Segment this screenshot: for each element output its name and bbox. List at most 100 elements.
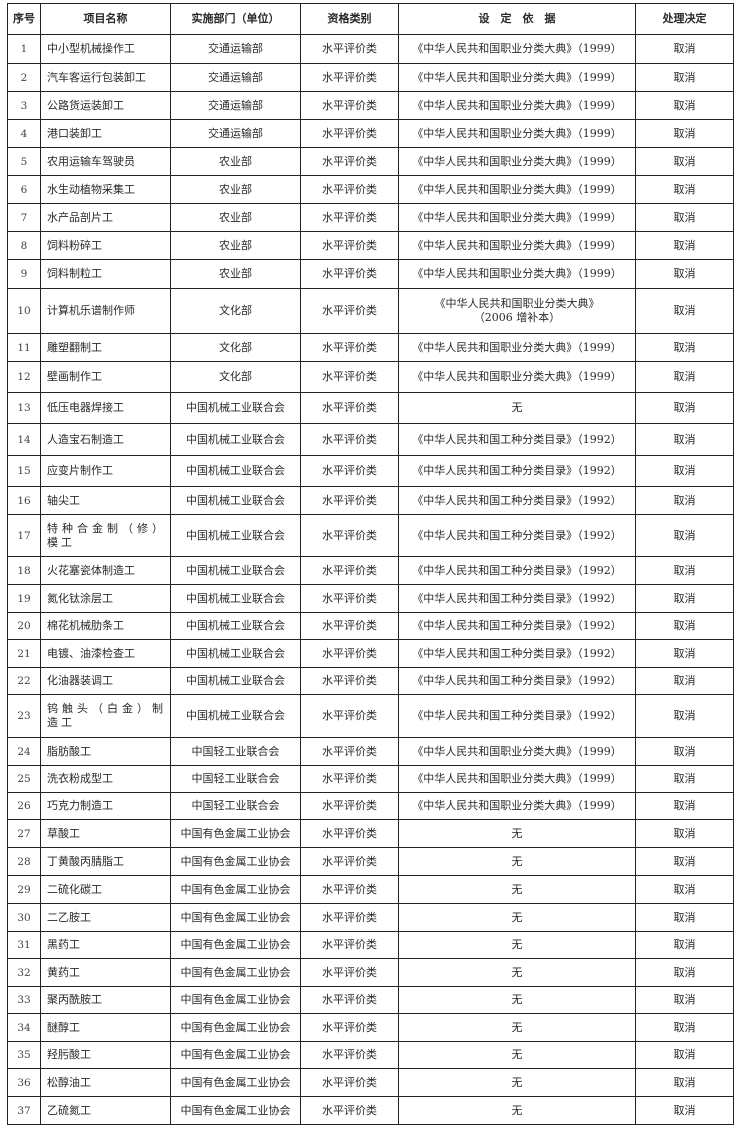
table-row: 14 人造宝石制造工 中国机械工业联合会 水平评价类 《中华人民共和国工种分类目录》（1… xyxy=(7,423,734,456)
department: 中国机械工业联合会 xyxy=(170,584,301,613)
category: 水平评价类 xyxy=(300,737,399,766)
decision: 取消 xyxy=(635,514,734,557)
item-name: 脂肪酸工 xyxy=(40,737,171,766)
item-name: 饲料粉碎工 xyxy=(40,231,171,260)
item-name: 化油器装调工 xyxy=(40,667,171,695)
row-index: 29 xyxy=(7,875,41,904)
department: 文化部 xyxy=(170,333,301,362)
decision: 取消 xyxy=(635,1096,734,1125)
row-index: 21 xyxy=(7,639,41,668)
decision: 取消 xyxy=(635,765,734,793)
table-row: 21 电镀、油漆检查工 中国机械工业联合会 水平评价类 《中华人民共和国工种分类目录》（… xyxy=(7,639,734,668)
category: 水平评价类 xyxy=(300,765,399,793)
decision: 取消 xyxy=(635,847,734,876)
decision: 取消 xyxy=(635,694,734,738)
department: 文化部 xyxy=(170,361,301,393)
category: 水平评价类 xyxy=(300,259,399,289)
basis: 《中华人民共和国工种分类目录》（1992） xyxy=(398,486,636,515)
category: 水平评价类 xyxy=(300,847,399,876)
decision: 取消 xyxy=(635,175,734,204)
decision: 取消 xyxy=(635,792,734,820)
department: 中国轻工业联合会 xyxy=(170,792,301,820)
table-row: 9 饲料制粒工 农业部 水平评价类 《中华人民共和国职业分类大典》（1999） 取消 xyxy=(7,259,734,289)
basis: 《中华人民共和国工种分类目录》（1992） xyxy=(398,455,636,487)
decision: 取消 xyxy=(635,119,734,148)
department: 中国有色金属工业协会 xyxy=(170,903,301,932)
category: 水平评价类 xyxy=(300,931,399,959)
basis: 《中华人民共和国职业分类大典》（1999） xyxy=(398,792,636,820)
department: 农业部 xyxy=(170,147,301,176)
row-index: 12 xyxy=(7,361,41,393)
basis: 无 xyxy=(398,958,636,987)
item-name: 洗衣粉成型工 xyxy=(40,765,171,793)
item-name: 二乙胺工 xyxy=(40,903,171,932)
header-decision: 处理决定 xyxy=(635,3,734,35)
table-row: 15 应变片制作工 中国机械工业联合会 水平评价类 《中华人民共和国工种分类目录》（19… xyxy=(7,455,734,487)
basis: 《中华人民共和国工种分类目录》（1992） xyxy=(398,667,636,695)
row-index: 23 xyxy=(7,694,41,738)
basis: 无 xyxy=(398,1041,636,1069)
category: 水平评价类 xyxy=(300,639,399,668)
department: 农业部 xyxy=(170,175,301,204)
row-index: 1 xyxy=(7,34,41,64)
category: 水平评价类 xyxy=(300,1096,399,1125)
category: 水平评价类 xyxy=(300,694,399,738)
item-name: 中小型机械操作工 xyxy=(40,34,171,64)
decision: 取消 xyxy=(635,91,734,120)
decision: 取消 xyxy=(635,931,734,959)
row-index: 14 xyxy=(7,423,41,456)
item-name: 黑药工 xyxy=(40,931,171,959)
table-row: 29 二硫化碳工 中国有色金属工业协会 水平评价类无取消 xyxy=(7,875,734,904)
decision: 取消 xyxy=(635,259,734,289)
item-name: 壁画制作工 xyxy=(40,361,171,393)
basis: 无 xyxy=(398,819,636,848)
table-row: 8 饲料粉碎工 农业部 水平评价类 《中华人民共和国职业分类大典》（1999） 取消 xyxy=(7,231,734,260)
header-department: 实施部门（单位） xyxy=(170,3,301,35)
department: 中国有色金属工业协会 xyxy=(170,819,301,848)
department: 中国有色金属工业协会 xyxy=(170,1013,301,1042)
item-name: 醚醇工 xyxy=(40,1013,171,1042)
table-row: 4 港口装卸工 交通运输部 水平评价类 《中华人民共和国职业分类大典》（1999） 取消 xyxy=(7,119,734,148)
category: 水平评价类 xyxy=(300,91,399,120)
category: 水平评价类 xyxy=(300,63,399,92)
category: 水平评价类 xyxy=(300,486,399,515)
basis: 无 xyxy=(398,1096,636,1125)
item-name: 草酸工 xyxy=(40,819,171,848)
department: 中国机械工业联合会 xyxy=(170,639,301,668)
decision: 取消 xyxy=(635,34,734,64)
decision: 取消 xyxy=(635,203,734,232)
basis: 《中华人民共和国职业分类大典》（1999） xyxy=(398,333,636,362)
decision: 取消 xyxy=(635,819,734,848)
table-row: 11 雕塑翻制工 文化部 水平评价类 《中华人民共和国职业分类大典》（1999） 取消 xyxy=(7,333,734,362)
department: 中国有色金属工业协会 xyxy=(170,931,301,959)
decision: 取消 xyxy=(635,288,734,334)
basis: 无 xyxy=(398,1013,636,1042)
category: 水平评价类 xyxy=(300,792,399,820)
decision: 取消 xyxy=(635,231,734,260)
category: 水平评价类 xyxy=(300,584,399,613)
department: 中国机械工业联合会 xyxy=(170,694,301,738)
table-row: 30 二乙胺工 中国有色金属工业协会 水平评价类无取消 xyxy=(7,903,734,932)
table-row: 27 草酸工 中国有色金属工业协会 水平评价类无取消 xyxy=(7,819,734,848)
row-index: 15 xyxy=(7,455,41,487)
basis: 《中华人民共和国职业分类大典》（1999） xyxy=(398,737,636,766)
department: 农业部 xyxy=(170,231,301,260)
table-row: 3 公路货运装卸工 交通运输部 水平评价类 《中华人民共和国职业分类大典》（1999）取… xyxy=(7,91,734,120)
decision: 取消 xyxy=(635,147,734,176)
department: 中国有色金属工业协会 xyxy=(170,986,301,1014)
category: 水平评价类 xyxy=(300,147,399,176)
header-item-name: 项目名称 xyxy=(40,3,171,35)
decision: 取消 xyxy=(635,737,734,766)
decision: 取消 xyxy=(635,639,734,668)
row-index: 32 xyxy=(7,958,41,987)
decision: 取消 xyxy=(635,667,734,695)
category: 水平评价类 xyxy=(300,986,399,1014)
table-row: 2 汽车客运行包装卸工 交通运输部 水平评价类 《中华人民共和国职业分类大典》（1999… xyxy=(7,63,734,92)
item-name: 钨触头（白金）制造工 xyxy=(40,694,171,738)
category: 水平评价类 xyxy=(300,361,399,393)
item-name: 应变片制作工 xyxy=(40,455,171,487)
decision: 取消 xyxy=(635,455,734,487)
category: 水平评价类 xyxy=(300,333,399,362)
decision: 取消 xyxy=(635,392,734,424)
header-index: 序号 xyxy=(7,3,41,35)
